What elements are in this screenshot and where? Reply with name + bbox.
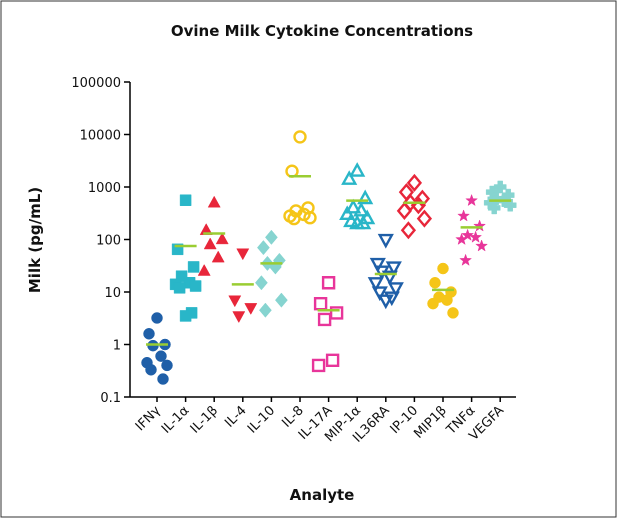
data-point bbox=[396, 201, 413, 220]
data-point bbox=[487, 201, 501, 215]
data-point bbox=[427, 297, 439, 310]
data-point bbox=[489, 192, 503, 205]
data-point bbox=[353, 201, 370, 217]
data-point bbox=[145, 364, 157, 376]
data-point bbox=[325, 353, 340, 368]
data-point bbox=[207, 195, 221, 208]
y-tick-label: 1000 bbox=[88, 181, 121, 196]
data-point bbox=[293, 130, 307, 144]
data-point bbox=[211, 250, 225, 263]
data-point bbox=[255, 275, 268, 291]
y-tick-label: 10000 bbox=[80, 129, 121, 144]
data-point bbox=[341, 170, 358, 185]
data-point bbox=[317, 312, 332, 327]
y-axis-label: Milk (pg/mL) bbox=[26, 187, 44, 293]
data-point bbox=[349, 214, 366, 230]
data-point bbox=[265, 229, 278, 245]
data-point bbox=[469, 230, 483, 243]
data-point bbox=[285, 164, 299, 178]
data-point bbox=[187, 261, 200, 273]
data-point bbox=[357, 189, 374, 205]
data-point bbox=[297, 207, 311, 222]
data-point bbox=[215, 232, 229, 245]
data-point bbox=[321, 276, 336, 290]
data-point bbox=[369, 257, 386, 273]
data-point bbox=[461, 228, 475, 241]
data-point bbox=[287, 211, 301, 226]
data-point bbox=[475, 239, 489, 252]
data-point bbox=[437, 262, 449, 275]
data-point bbox=[275, 292, 288, 308]
data-point bbox=[303, 211, 317, 225]
data-point bbox=[503, 198, 517, 212]
data-point bbox=[283, 209, 297, 223]
data-point bbox=[157, 373, 169, 385]
data-point bbox=[257, 240, 270, 256]
data-point bbox=[455, 232, 469, 245]
data-point bbox=[349, 162, 366, 177]
y-tick-label: 1 bbox=[113, 339, 121, 354]
data-point bbox=[301, 201, 315, 215]
data-point bbox=[151, 312, 163, 324]
y-tick-label: 10 bbox=[104, 286, 121, 301]
data-point bbox=[244, 303, 258, 315]
x-axis-label: Analyte bbox=[290, 486, 355, 504]
data-point bbox=[406, 173, 423, 192]
data-point bbox=[385, 261, 402, 277]
data-point bbox=[155, 350, 167, 362]
data-point bbox=[259, 302, 272, 318]
data-point bbox=[143, 328, 155, 340]
data-point bbox=[232, 311, 246, 324]
y-tick-label: 0.1 bbox=[100, 391, 121, 406]
data-point bbox=[189, 280, 202, 292]
data-point bbox=[416, 209, 433, 228]
data-point bbox=[377, 294, 394, 310]
data-point bbox=[179, 194, 192, 206]
data-point bbox=[371, 286, 388, 302]
chart-title: Ovine Milk Cytokine Concentrations bbox=[171, 22, 473, 40]
y-tick-label: 100000 bbox=[71, 76, 121, 91]
data-point bbox=[197, 263, 211, 276]
data-point bbox=[457, 209, 471, 222]
data-point bbox=[465, 193, 479, 207]
data-point bbox=[203, 237, 217, 250]
data-point bbox=[447, 307, 459, 319]
data-point bbox=[381, 270, 398, 286]
data-point bbox=[173, 282, 186, 294]
data-point bbox=[441, 294, 453, 306]
data-point bbox=[179, 310, 192, 322]
data-point bbox=[161, 359, 173, 372]
y-tick-label: 100 bbox=[96, 234, 121, 249]
data-point bbox=[400, 221, 417, 240]
data-point bbox=[339, 205, 356, 221]
data-point bbox=[377, 233, 394, 249]
data-point bbox=[236, 248, 250, 261]
data-point bbox=[311, 358, 326, 373]
data-point bbox=[367, 277, 384, 292]
data-point bbox=[228, 295, 242, 308]
data-point bbox=[387, 282, 404, 297]
data-point bbox=[383, 291, 400, 307]
data-point bbox=[459, 253, 473, 266]
data-point bbox=[429, 277, 441, 289]
data-point bbox=[345, 198, 362, 214]
